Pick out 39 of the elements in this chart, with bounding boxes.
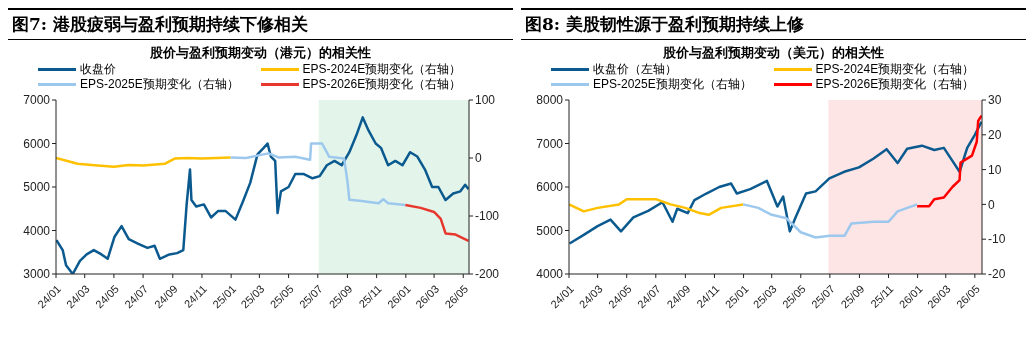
y-tick-label: 4000: [536, 267, 564, 282]
line-series: [56, 156, 232, 168]
y-tick-label: 6000: [23, 136, 51, 151]
legend-label: EPS-2024E预期变化（右轴）: [302, 62, 462, 77]
y2-tick-label: 10: [988, 162, 1002, 177]
legend-label: EPS-2025E预期变化（右轴）: [593, 77, 752, 92]
line-series: [569, 197, 745, 217]
y-tick-label: 5000: [23, 180, 51, 195]
y-tick-label: 8000: [536, 93, 564, 108]
y2-tick-label: -10: [988, 232, 1006, 247]
legend-label: EPS-2025E预期变化（右轴）: [80, 77, 239, 92]
y2-tick-label: 0: [475, 151, 482, 166]
legend-label: 收盘价（左轴）: [593, 62, 677, 77]
line-series: [569, 120, 982, 245]
y-tick-label: 3000: [23, 267, 51, 282]
y2-tick-label: 30: [988, 93, 1002, 108]
y-tick-label: 7000: [536, 136, 564, 151]
y-tick-label: 6000: [536, 180, 564, 195]
line-series: [915, 114, 982, 208]
y2-tick-label: 20: [988, 128, 1002, 143]
y2-tick-label: 0: [988, 197, 995, 212]
y2-tick-label: 100: [475, 93, 496, 108]
y-tick-label: 7000: [23, 93, 51, 108]
y-tick-label: 5000: [536, 223, 564, 238]
legend-label: 收盘价: [80, 62, 116, 77]
y2-tick-label: -20: [988, 267, 1006, 282]
y-tick-label: 4000: [23, 223, 51, 238]
y2-tick-label: -100: [475, 209, 500, 224]
legend-label: EPS-2024E预期变化（右轴）: [815, 62, 975, 77]
chart-title: 图7: 港股疲弱与盈利预期持续下修相关: [8, 8, 513, 40]
chart-subtitle: 股价与盈利预期变动（美元）的相关性: [662, 44, 885, 62]
line-series: [404, 203, 469, 243]
line-series: [741, 203, 919, 239]
line-series: [229, 142, 407, 207]
y2-tick-label: -200: [475, 267, 500, 282]
chart-subtitle: 股价与盈利预期变动（港元）的相关性: [149, 44, 372, 62]
chart-title: 图8: 美股韧性源于盈利预期持续上修: [521, 8, 1026, 40]
legend-label: EPS-2026E预期变化（右轴）: [815, 77, 975, 92]
legend-label: EPS-2026E预期变化（右轴）: [302, 77, 462, 92]
